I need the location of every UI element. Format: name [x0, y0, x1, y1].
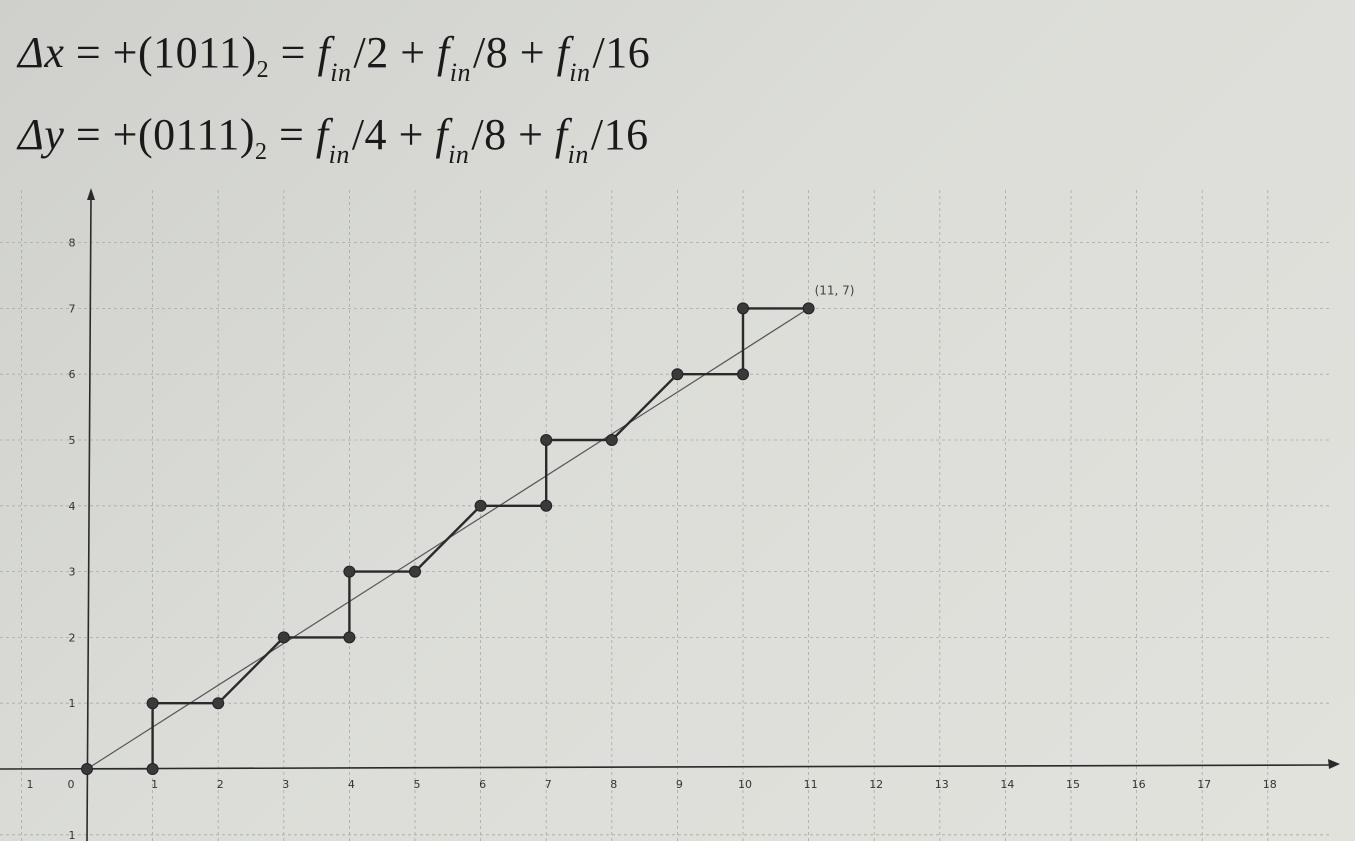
x-tick-label: 10 — [738, 778, 752, 791]
formula-dx: Δx = +(1011)2 = fin/2 + fin/8 + fin/16 — [18, 28, 651, 87]
data-point — [474, 499, 487, 512]
dx-binary: = +(1011) — [64, 28, 257, 77]
data-point — [343, 631, 356, 644]
data-point — [212, 697, 225, 710]
data-points — [81, 302, 815, 775]
axes — [0, 188, 1340, 841]
x-tick-label: 18 — [1263, 778, 1277, 791]
y-tick-label: 6 — [69, 368, 76, 381]
dy-term1-sub: in — [328, 140, 350, 169]
dy-symbol: Δy — [18, 110, 65, 159]
dx-term2-sub: in — [449, 58, 471, 87]
dx-term1-div: /2 — [353, 28, 389, 77]
dy-term1-div: /4 — [351, 110, 388, 159]
x-tick-label: 6 — [479, 778, 486, 791]
dx-term3-div: /16 — [592, 28, 651, 77]
dy-term3-div: /16 — [590, 110, 649, 159]
x-axis — [0, 764, 1337, 770]
x-tick-label: 2 — [217, 778, 224, 791]
x-tick-label: 0 — [68, 778, 75, 791]
data-point — [540, 434, 553, 446]
annotations: (11, 7) — [815, 283, 855, 297]
y-tick-label: 4 — [69, 500, 76, 513]
x-axis-arrow — [1328, 759, 1340, 769]
formula-block: Δx = +(1011)2 = fin/2 + fin/8 + fin/16 Δ… — [18, 22, 650, 186]
y-tick-label: 5 — [69, 434, 76, 447]
data-point — [540, 499, 553, 512]
y-axis-arrow — [87, 188, 95, 200]
data-point — [409, 565, 421, 578]
dx-base: 2 — [256, 57, 270, 83]
dy-term2-sub: in — [448, 140, 470, 169]
dx-term1-sub: in — [330, 58, 352, 87]
dx-symbol: Δx — [18, 28, 65, 77]
data-point — [146, 697, 159, 710]
y-axis — [86, 195, 92, 841]
x-tick-label: 3 — [282, 778, 289, 791]
x-tick-label: 15 — [1066, 778, 1080, 791]
y-tick-label: 2 — [69, 631, 76, 644]
dx-term1-f: f — [317, 28, 331, 77]
x-tick-label: 17 — [1197, 778, 1211, 791]
x-tick-label: 16 — [1132, 778, 1146, 791]
data-point — [146, 763, 159, 775]
data-point — [737, 368, 749, 381]
x-tick-label: 4 — [348, 778, 355, 791]
x-tick-label: 1 — [151, 778, 158, 791]
x-tick-label: 11 — [804, 778, 818, 791]
data-point — [81, 763, 93, 775]
y-tick-label: 7 — [69, 302, 76, 315]
dy-term3-sub: in — [567, 140, 589, 169]
dx-term3-f: f — [556, 28, 570, 77]
data-point — [802, 302, 815, 315]
data-point — [671, 368, 684, 381]
x-tick-label: 1 — [27, 778, 34, 791]
x-tick-label: 5 — [414, 778, 421, 791]
series — [86, 307, 809, 770]
dx-term2-div: /8 — [473, 28, 509, 77]
point-annotation: (11, 7) — [815, 283, 855, 297]
data-point — [277, 631, 290, 644]
dy-binary: = +(0111) — [64, 110, 256, 159]
dy-term1-f: f — [315, 110, 329, 159]
grid-lines — [0, 190, 1330, 841]
dy-term3-f: f — [554, 110, 568, 159]
x-tick-label: 12 — [869, 778, 883, 791]
y-tick-label: 8 — [69, 237, 76, 250]
x-tick-label: 7 — [545, 778, 552, 791]
formula-dy: Δy = +(0111)2 = fin/4 + fin/8 + fin/16 — [18, 110, 649, 169]
data-point — [737, 302, 749, 315]
dy-term2-div: /8 — [471, 110, 507, 159]
y-tick-label: 1 — [69, 697, 76, 710]
dx-term2-f: f — [437, 28, 450, 77]
y-tick-label: 3 — [69, 566, 76, 579]
x-tick-label: 8 — [610, 778, 617, 791]
dy-term2-f: f — [435, 110, 449, 159]
data-point — [605, 434, 618, 446]
dx-term3-sub: in — [569, 58, 591, 87]
x-tick-label: 14 — [1000, 778, 1014, 791]
y-tick-label: 1 — [69, 829, 76, 841]
dy-base: 2 — [255, 139, 268, 165]
x-tick-label: 9 — [676, 778, 683, 791]
x-tick-label: 13 — [935, 778, 949, 791]
data-point — [343, 565, 356, 578]
